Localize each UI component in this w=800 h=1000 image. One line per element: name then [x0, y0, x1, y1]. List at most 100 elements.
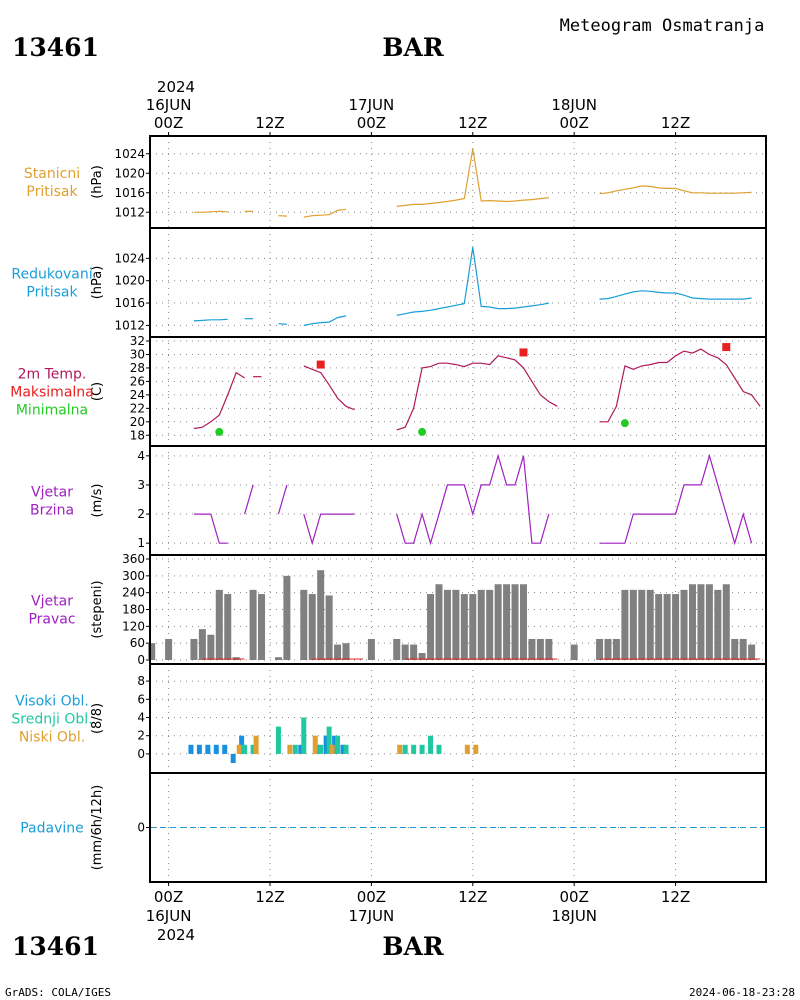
y-tick-label: 18: [130, 428, 145, 442]
wind-dir-bar: [443, 589, 451, 660]
y-tick-label: 1016: [114, 186, 145, 200]
wind-dir-bar: [198, 629, 206, 660]
cloud-bar: [222, 744, 228, 754]
cloud-bar: [419, 744, 425, 754]
time-tick-top: 12Z: [458, 114, 487, 132]
wind-dir-bar: [410, 644, 418, 660]
panel-label: Srednji Obl.: [11, 712, 92, 728]
wind-dir-bar: [334, 644, 342, 660]
y-tick-label: 6: [137, 692, 145, 706]
y-axis-label: (m/s): [90, 484, 105, 518]
time-tick-top: 12Z: [255, 114, 284, 132]
y-tick-label: 1024: [114, 251, 145, 265]
time-tick-bottom: 00Z: [559, 888, 588, 906]
wind-dir-bar: [165, 638, 173, 660]
wind-dir-bar: [663, 594, 671, 660]
cloud-bar: [428, 735, 434, 754]
station-name-top: BAR: [382, 33, 444, 62]
series-line: [303, 315, 347, 326]
wind-dir-bar: [469, 594, 477, 660]
cloud-bar: [236, 744, 242, 754]
wind-dir-bar: [342, 643, 350, 660]
y-tick-label: 300: [122, 569, 145, 583]
min-temp-marker: [620, 419, 629, 428]
wind-dir-bar: [486, 589, 494, 660]
panel-label: Niski Obl.: [19, 730, 85, 746]
wind-dir-bar: [325, 595, 333, 660]
wind-dir-bar: [215, 589, 223, 660]
series-line: [193, 371, 245, 430]
panel-vjetar-pravac: 0 60 120 180 240 300 360 (stepeni) Vjetar Pravac: [28, 552, 767, 667]
panel-padavine: 0 (mm/6h/12h) Padavine: [20, 772, 767, 883]
series-line: [277, 484, 288, 515]
cloud-bar: [301, 717, 307, 754]
wind-dir-bar: [570, 644, 578, 660]
cloud-bar: [411, 744, 417, 754]
wind-dir-bar: [519, 584, 527, 660]
time-tick-bottom: 12Z: [255, 888, 284, 906]
date-label-top: 18JUN: [551, 96, 597, 114]
wind-dir-bar: [655, 594, 663, 660]
wind-dir-bar: [435, 584, 443, 660]
wind-dir-bar: [300, 589, 308, 660]
cloud-bar: [275, 726, 281, 754]
panel-stanicni-pritisak: 1012 1016 1020 1024 (hPa) Stanicni Pritisak: [24, 135, 767, 229]
wind-dir-bar: [697, 584, 705, 660]
wind-dir-bar: [596, 638, 604, 660]
cloud-bar: [298, 744, 304, 754]
cloud-bar: [329, 744, 335, 754]
wind-dir-bar: [604, 638, 612, 660]
wind-dir-bar: [503, 584, 511, 660]
wind-dir-bar: [460, 594, 468, 660]
y-tick-label: 28: [130, 361, 145, 375]
panel-label: Maksimalna: [10, 385, 94, 401]
y-tick-label: 0: [137, 747, 145, 761]
wind-dir-bar: [688, 584, 696, 660]
y-tick-label: 24: [130, 388, 145, 402]
series-line: [193, 513, 228, 544]
y-tick-label: 1020: [114, 274, 145, 288]
panel-layer: 1012101610201024(hPa)StanicniPritisak101…: [10, 135, 767, 883]
wind-dir-bar: [722, 584, 730, 660]
panel-vjetar-brzina: 1 2 3 4 (m/s) Vjetar Brzina: [30, 445, 767, 556]
cloud-bar: [188, 744, 194, 754]
panel-label: Pritisak: [26, 184, 78, 200]
y-tick-label: 180: [122, 603, 145, 617]
cloud-bar: [343, 744, 349, 754]
panel-label: Visoki Obl.: [15, 694, 89, 710]
wind-dir-bar: [545, 638, 553, 660]
time-tick-bottom: 12Z: [661, 888, 690, 906]
time-tick-bottom: 00Z: [154, 888, 183, 906]
y-tick-label: 0: [137, 821, 145, 835]
y-tick-label: 1012: [114, 205, 145, 219]
wind-dir-bar: [452, 589, 460, 660]
y-axis-label: (stepeni): [90, 580, 105, 638]
wind-dir-bar: [731, 638, 739, 660]
y-tick-label: 120: [122, 619, 145, 633]
y-tick-label: 1016: [114, 296, 145, 310]
min-temp-marker: [215, 427, 224, 436]
y-axis-label: (hPa): [90, 165, 105, 199]
bottom-year-label: 2024: [157, 926, 195, 944]
cloud-bar: [250, 744, 256, 754]
meteogram-title: Meteogram Osmatranja: [560, 16, 765, 36]
cloud-bar: [318, 744, 324, 754]
time-tick-bottom: 00Z: [357, 888, 386, 906]
y-tick-label: 60: [130, 636, 145, 650]
y-tick-label: 0: [137, 653, 145, 667]
wind-dir-bar: [308, 594, 316, 660]
cloud-bar: [196, 744, 202, 754]
wind-dir-bar: [511, 584, 519, 660]
panel-label: Vjetar: [31, 485, 73, 501]
series-line: [193, 210, 228, 213]
y-tick-label: 3: [137, 478, 145, 492]
y-tick-label: 4: [137, 711, 145, 725]
panel-label: Redukovani: [11, 267, 92, 283]
top-year-label: 2024: [157, 78, 195, 96]
y-tick-label: 1024: [114, 147, 145, 161]
y-tick-label: 240: [122, 586, 145, 600]
time-tick-top: 12Z: [661, 114, 690, 132]
panel-redukovani-pritisak: 1012 1016 1020 1024 (hPa)Redukovani Pritisak: [11, 227, 767, 338]
wind-dir-bar: [494, 584, 502, 660]
